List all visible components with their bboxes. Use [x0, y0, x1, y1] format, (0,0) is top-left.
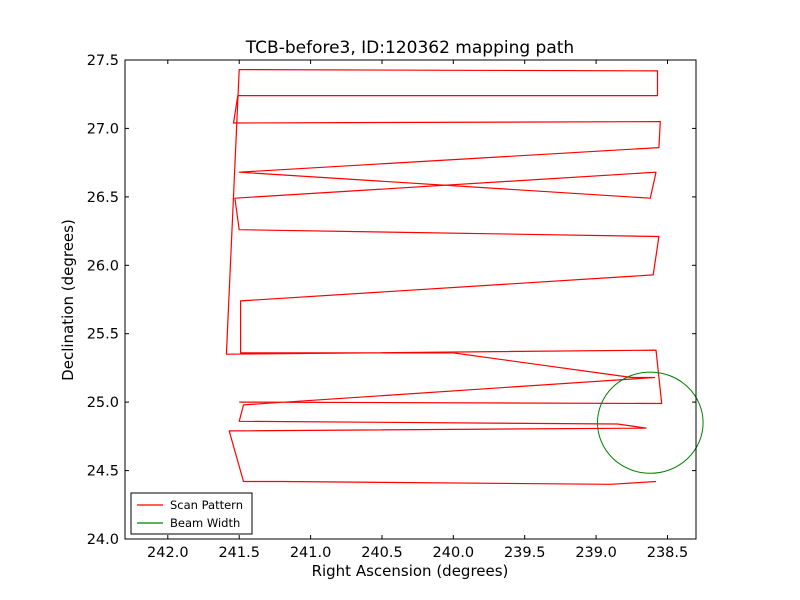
y-axis-ticks: 24.0 24.5 25.0 25.5 26.0 26.5 27.0 27.5 — [87, 53, 696, 548]
scan-pattern-series — [225, 68, 663, 485]
x-tick-label: 239.0 — [575, 545, 617, 561]
chart-title: TCB-before3, ID:120362 mapping path — [245, 38, 574, 58]
x-axis-ticks: 242.0 241.5 241.0 240.5 240.0 239.5 239.0 238.5 — [147, 60, 688, 561]
y-tick-label: 25.0 — [87, 395, 119, 411]
legend: Scan Pattern Beam Width — [130, 492, 253, 535]
x-tick-label: 239.5 — [504, 545, 546, 561]
y-tick-label: 26.5 — [87, 190, 119, 206]
x-tick-label: 241.0 — [290, 545, 332, 561]
x-tick-label: 238.5 — [647, 545, 689, 561]
y-tick-label: 25.5 — [87, 327, 119, 343]
plot-area — [125, 60, 696, 539]
legend-label-beam-width: Beam Width — [170, 516, 240, 530]
x-tick-label: 240.5 — [361, 545, 403, 561]
legend-box — [130, 492, 253, 535]
y-axis-label: Declination (degrees) — [59, 219, 77, 381]
y-tick-label: 26.0 — [87, 258, 119, 274]
x-tick-label: 241.5 — [218, 545, 260, 561]
legend-label-scan-pattern: Scan Pattern — [170, 498, 243, 512]
x-tick-label: 240.0 — [433, 545, 475, 561]
plot-frame — [124, 59, 697, 540]
x-axis-label: Right Ascension (degrees) — [312, 562, 509, 580]
beam-width-circle — [597, 371, 704, 474]
y-tick-label: 24.0 — [87, 532, 119, 548]
x-tick-label: 242.0 — [147, 545, 189, 561]
scan-pattern-line — [225, 68, 663, 485]
y-tick-label: 27.5 — [87, 53, 119, 69]
y-tick-label: 24.5 — [87, 464, 119, 480]
beam-width-series — [597, 371, 704, 474]
y-tick-label: 27.0 — [87, 121, 119, 137]
